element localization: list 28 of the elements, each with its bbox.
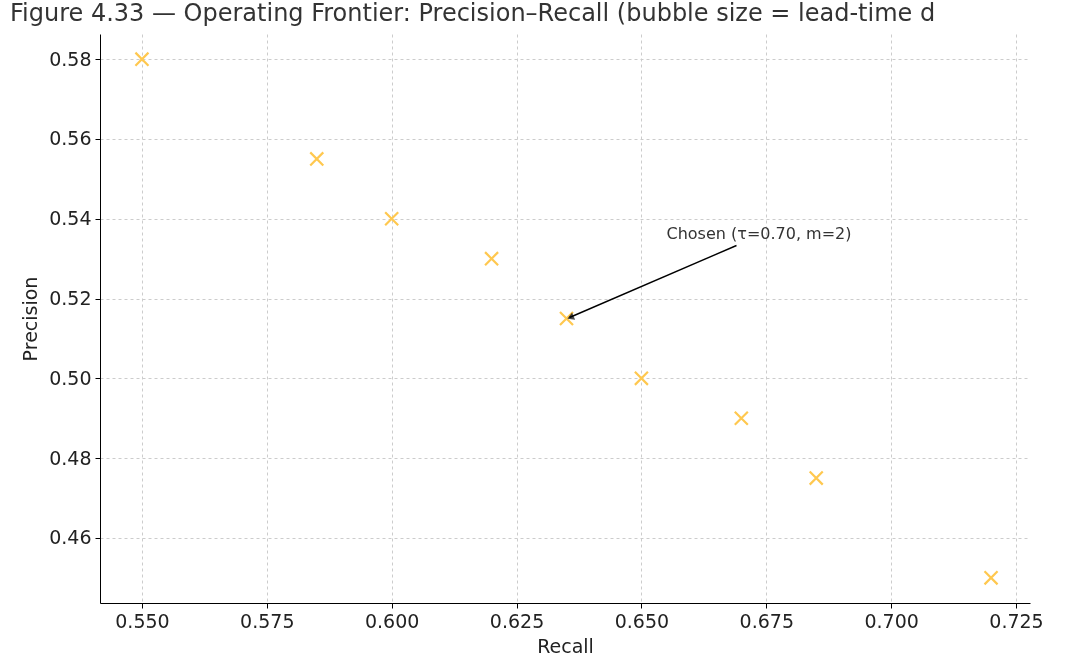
x-tick-label: 0.600 <box>364 609 420 632</box>
x-tick-label: 0.725 <box>989 609 1044 632</box>
point <box>309 151 325 167</box>
point <box>483 251 500 267</box>
x-tick-label: 0.625 <box>489 609 545 632</box>
x-tick-label: 0.650 <box>614 609 670 632</box>
x-tick-label: 0.550 <box>115 609 170 632</box>
x-tick-label: 0.575 <box>240 609 295 632</box>
point <box>733 410 749 426</box>
x-tick-label: 0.700 <box>864 609 919 632</box>
y-tick-label: 0.56 <box>49 127 92 150</box>
point <box>633 370 650 386</box>
y-tick-label: 0.50 <box>49 366 92 389</box>
point <box>808 470 824 486</box>
point <box>384 211 400 227</box>
y-tick-label: 0.48 <box>49 446 92 469</box>
y-tick-label: 0.46 <box>49 526 92 549</box>
y-tick-label: 0.52 <box>49 287 92 310</box>
y-tick-label: 0.54 <box>49 207 92 230</box>
y-axis-title: Precision <box>19 276 42 362</box>
x-tick-label: 0.675 <box>739 609 794 632</box>
point <box>558 310 575 327</box>
annotation: Chosen (τ=0.70, m=2) <box>666 223 852 243</box>
y-tick-label: 0.58 <box>49 47 92 70</box>
chart-title: Figure 4.33 — Operating Frontier: Precision–Recall (bubble size = lead-time d <box>10 0 936 27</box>
point <box>134 51 150 67</box>
point <box>983 570 999 586</box>
x-axis-title: Recall <box>537 634 594 657</box>
